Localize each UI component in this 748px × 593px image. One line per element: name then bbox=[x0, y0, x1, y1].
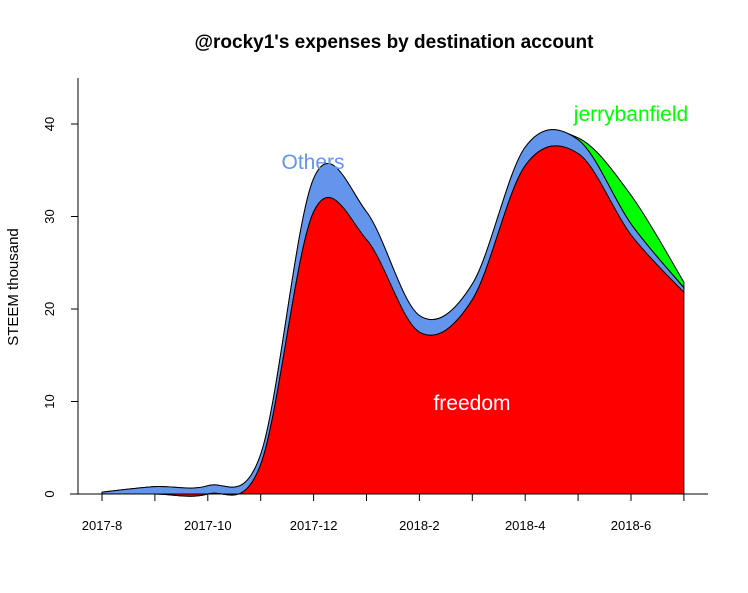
y-axis: 0 10 20 30 40 bbox=[42, 78, 79, 498]
x-axis: 2017-8 2017-10 2017-12 2018-2 2018-4 2018-6 bbox=[70, 493, 708, 533]
series-label-freedom: freedom bbox=[433, 392, 510, 415]
y-tick-label: 30 bbox=[42, 209, 57, 223]
y-tick-label: 40 bbox=[42, 117, 57, 131]
x-axis-labels: 2017-8 2017-10 2017-12 2018-2 2018-4 2018-6 bbox=[82, 518, 651, 533]
series-label-others: Others bbox=[281, 151, 344, 174]
x-tick-label: 2017-10 bbox=[184, 518, 232, 533]
x-tick-label: 2018-4 bbox=[505, 518, 545, 533]
area-layers bbox=[101, 129, 685, 497]
y-tick-label: 0 bbox=[42, 490, 57, 497]
x-tick-label: 2018-6 bbox=[611, 518, 651, 533]
y-tick-label: 10 bbox=[42, 394, 57, 408]
y-axis-ticks bbox=[71, 123, 78, 495]
area-freedom bbox=[102, 145, 685, 497]
y-tick-label: 20 bbox=[42, 302, 57, 316]
y-axis-label: STEEM thousand bbox=[5, 228, 22, 346]
x-tick-label: 2017-12 bbox=[290, 518, 338, 533]
x-axis-ticks bbox=[101, 494, 685, 501]
x-tick-label: 2017-8 bbox=[82, 518, 122, 533]
y-axis-labels: 0 10 20 30 40 bbox=[42, 117, 57, 498]
x-tick-label: 2018-2 bbox=[399, 518, 439, 533]
chart-title: @rocky1's expenses by destination accoun… bbox=[195, 32, 595, 53]
series-label-jerrybanfield: jerrybanfield bbox=[573, 103, 688, 126]
